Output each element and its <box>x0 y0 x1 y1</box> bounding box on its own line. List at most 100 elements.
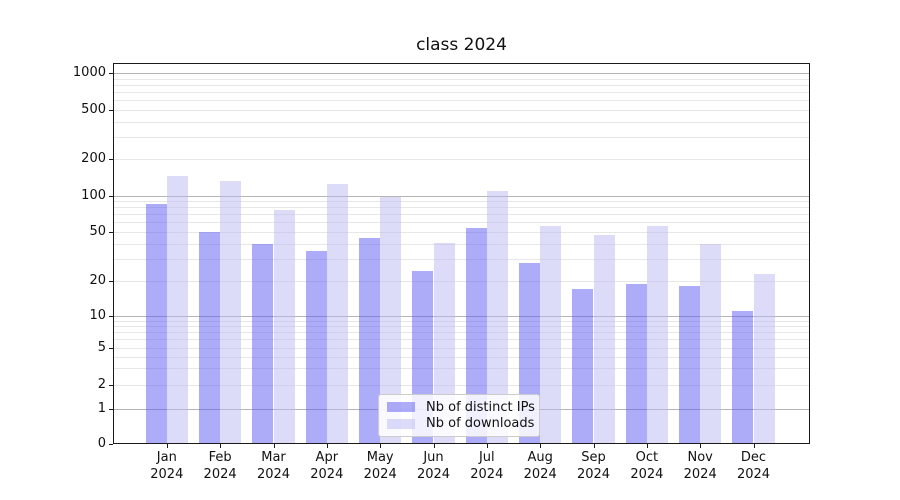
y-gridline-major-100 <box>113 195 810 197</box>
bar-downloads-aug <box>540 226 562 444</box>
y-gridline-minor-4 <box>113 356 810 358</box>
x-tick-mark-feb <box>220 444 222 448</box>
x-axis-line <box>113 443 810 445</box>
x-tick-mark-may <box>380 444 382 448</box>
bar-ips-nov <box>678 286 701 444</box>
bar-downloads-jul <box>486 191 509 444</box>
plot-area <box>113 63 810 444</box>
y-tick-mark-2 <box>109 384 113 386</box>
y-tick-label-500: 500 <box>81 102 106 117</box>
bar-downloads-oct <box>646 226 669 444</box>
legend-label-downloads: Nb of downloads <box>426 416 535 432</box>
x-tick-mark-jul <box>486 444 488 448</box>
y-gridline-minor-80 <box>113 207 810 209</box>
x-tick-label-sep: Sep 2024 <box>576 450 611 482</box>
bar-downloads-jun <box>433 242 455 444</box>
y-tick-mark-100 <box>109 195 113 197</box>
y-gridline-minor-600 <box>113 100 810 102</box>
legend-swatch-distinct-ips <box>387 402 415 413</box>
x-tick-mark-oct <box>646 444 648 448</box>
y-tick-mark-50 <box>109 232 113 233</box>
y-gridline-minor-2 <box>113 384 810 386</box>
y-tick-mark-1000 <box>109 73 113 74</box>
x-tick-label-jan: Jan 2024 <box>150 450 184 482</box>
plot-border-right <box>809 63 811 444</box>
y-tick-label-10: 10 <box>89 308 106 324</box>
bar-ips-jan <box>145 204 167 444</box>
bar-ips-jul <box>465 227 487 444</box>
bar-downloads-feb <box>220 180 242 444</box>
y-tick-label-20: 20 <box>89 273 106 288</box>
bar-downloads-nov <box>700 243 722 444</box>
x-tick-mark-jan <box>166 444 168 448</box>
x-tick-label-jun: Jun 2024 <box>416 450 451 482</box>
y-gridline-major-10 <box>113 316 810 318</box>
y-gridline-minor-9 <box>113 321 810 322</box>
y-gridline-minor-900 <box>113 78 810 80</box>
legend-item-distinct-ips: Nb of distinct IPs <box>387 400 535 415</box>
y-tick-mark-5 <box>109 347 113 349</box>
y-tick-mark-10 <box>109 316 113 318</box>
y-gridline-minor-700 <box>113 92 810 93</box>
legend: Nb of distinct IPs Nb of downloads <box>378 394 540 437</box>
x-tick-mark-dec <box>753 444 755 448</box>
y-gridline-minor-70 <box>113 214 810 216</box>
bar-downloads-jan <box>166 175 189 444</box>
y-tick-label-1: 1 <box>97 401 106 416</box>
y-gridline-minor-200 <box>113 159 810 160</box>
x-tick-mark-sep <box>593 444 595 448</box>
x-tick-label-oct: Oct 2024 <box>630 450 664 482</box>
y-tick-mark-500 <box>109 110 113 111</box>
bar-downloads-mar <box>273 210 295 444</box>
x-tick-mark-nov <box>700 444 702 448</box>
y-gridline-minor-8 <box>113 326 810 328</box>
x-tick-label-feb: Feb 2024 <box>203 450 237 482</box>
x-tick-mark-apr <box>326 444 328 448</box>
x-tick-label-aug: Aug 2024 <box>523 450 557 482</box>
bar-ips-apr <box>305 251 327 444</box>
legend-label-distinct-ips: Nb of distinct IPs <box>426 399 535 415</box>
y-gridline-minor-20 <box>113 281 810 282</box>
y-gridline-minor-400 <box>113 121 810 123</box>
chart-title: class 2024 <box>416 35 507 55</box>
y-tick-label-1000: 1000 <box>72 65 106 80</box>
y-gridline-minor-30 <box>113 259 810 261</box>
y-axis-line <box>113 63 114 444</box>
bar-ips-mar <box>252 243 274 444</box>
legend-swatch-downloads <box>387 418 415 429</box>
y-tick-label-2: 2 <box>97 376 106 392</box>
x-tick-mark-mar <box>273 444 275 448</box>
y-tick-mark-1 <box>109 409 113 410</box>
bar-downloads-may <box>380 197 402 444</box>
x-tick-label-dec: Dec 2024 <box>736 450 771 482</box>
x-tick-mark-jun <box>433 444 435 448</box>
x-tick-label-nov: Nov 2024 <box>683 450 717 482</box>
y-gridline-minor-90 <box>113 201 810 202</box>
legend-item-downloads: Nb of downloads <box>387 416 535 432</box>
bar-ips-oct <box>625 283 647 444</box>
plot-border-top <box>113 63 810 64</box>
y-tick-label-0: 0 <box>97 435 106 451</box>
x-tick-label-mar: Mar 2024 <box>256 450 291 482</box>
bar-ips-may <box>358 237 381 444</box>
x-tick-mark-aug <box>540 444 542 448</box>
bar-ips-dec <box>732 311 754 444</box>
y-gridline-minor-7 <box>113 332 810 334</box>
x-tick-label-may: May 2024 <box>363 450 397 482</box>
y-tick-label-5: 5 <box>97 339 106 355</box>
bar-ips-feb <box>198 232 221 444</box>
y-tick-mark-200 <box>109 159 113 160</box>
y-gridline-major-1000 <box>113 73 810 74</box>
y-gridline-minor-6 <box>113 339 810 341</box>
y-gridline-minor-3 <box>113 368 810 370</box>
bar-ips-sep <box>572 289 594 444</box>
y-gridline-minor-50 <box>113 232 810 233</box>
y-gridline-minor-800 <box>113 84 810 86</box>
x-tick-label-apr: Apr 2024 <box>310 450 344 482</box>
bar-downloads-sep <box>593 235 615 444</box>
y-gridline-minor-300 <box>113 137 810 139</box>
y-gridline-minor-5 <box>113 347 810 349</box>
y-gridline-minor-500 <box>113 110 810 111</box>
bar-downloads-dec <box>753 273 775 444</box>
